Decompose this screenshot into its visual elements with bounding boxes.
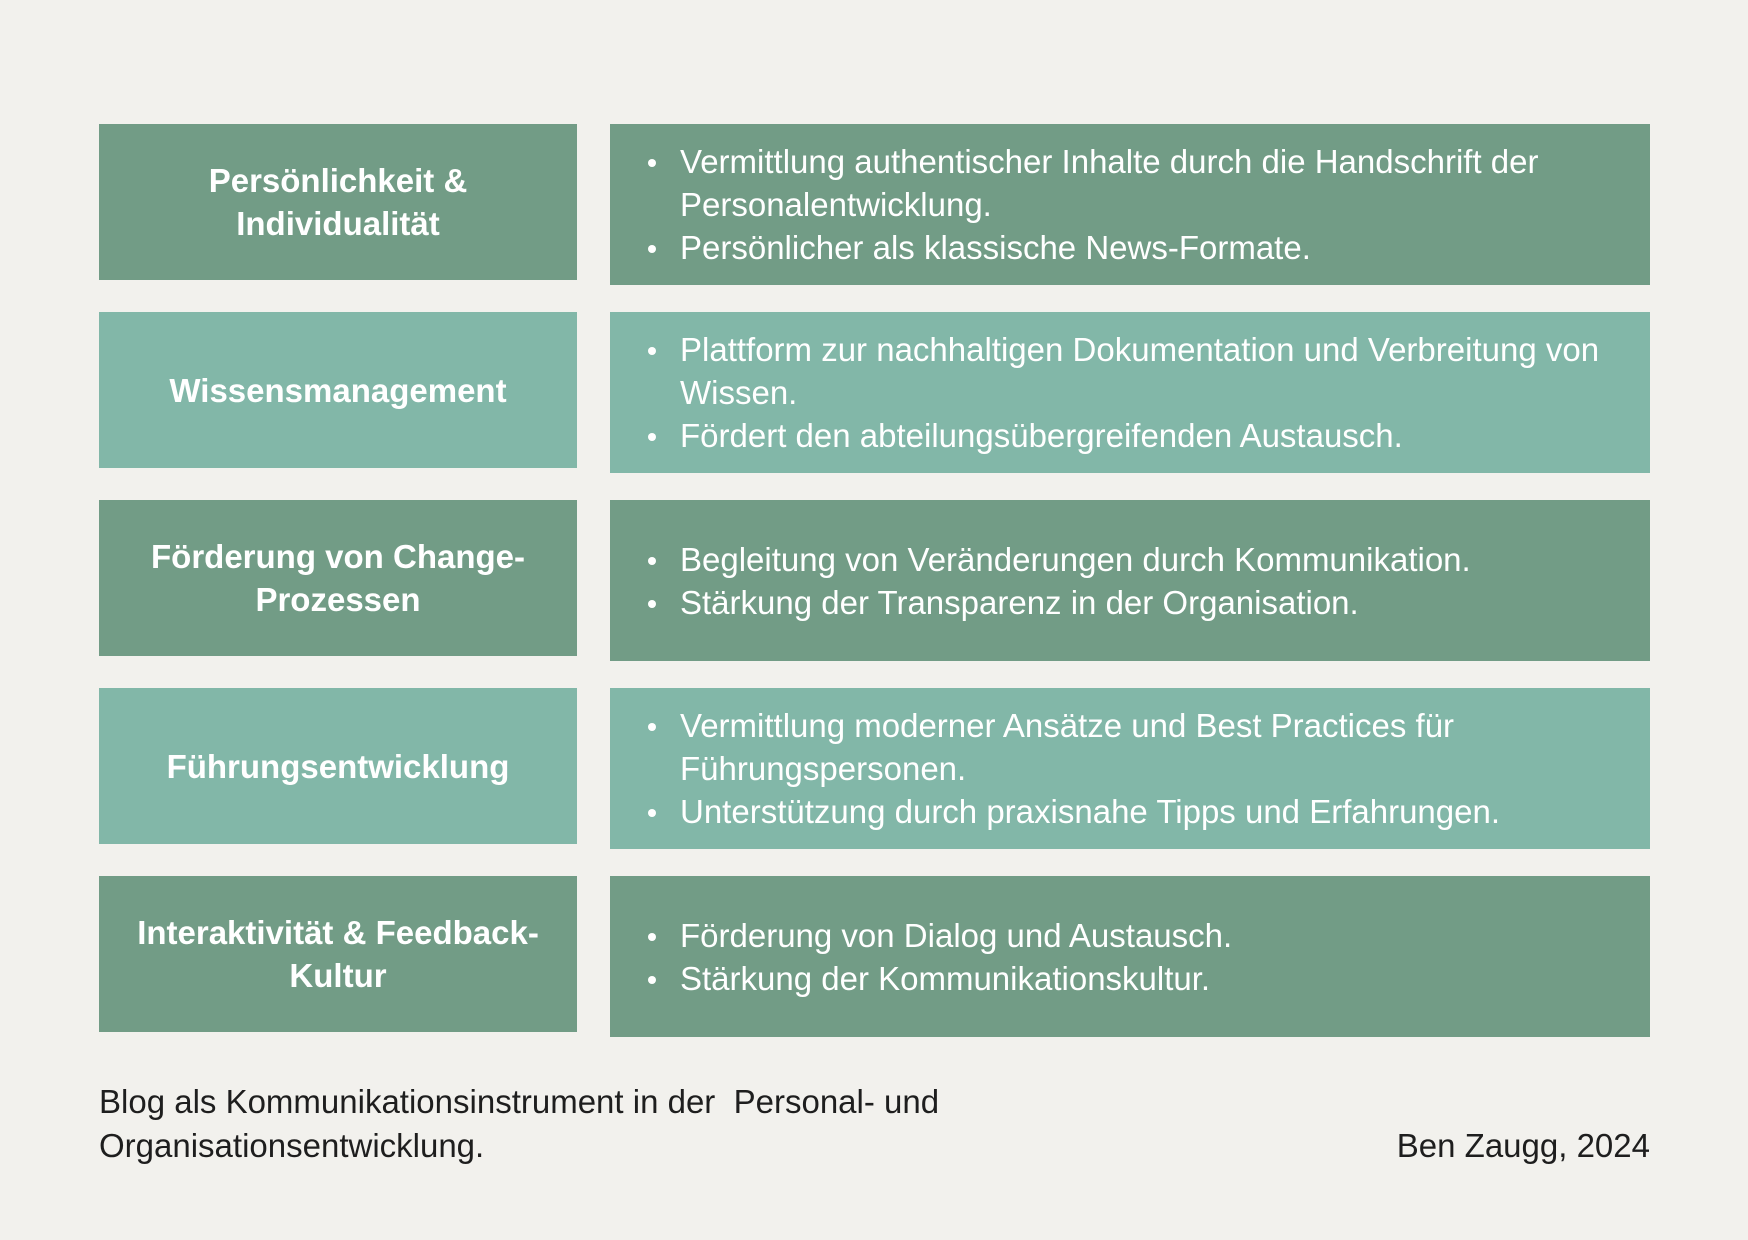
bullet-item: Vermittlung moderner Ansätze und Best Pr… [638, 704, 1638, 790]
row-description: Vermittlung moderner Ansätze und Best Pr… [610, 688, 1650, 849]
table-row: Führungsentwicklung Vermittlung moderner… [99, 688, 1650, 849]
bullet-item: Unterstützung durch praxisnahe Tipps und… [638, 790, 1638, 833]
bullet-item: Begleitung von Veränderungen durch Kommu… [638, 538, 1471, 581]
bullet-item: Fördert den abteilungsübergreifenden Aus… [638, 414, 1638, 457]
row-description: Förderung von Dialog und Austausch. Stär… [610, 876, 1650, 1037]
caption-line: Organisationsentwicklung. [99, 1127, 485, 1164]
row-description: Plattform zur nachhaltigen Dokumentation… [610, 312, 1650, 473]
bullet-list: Vermittlung moderner Ansätze und Best Pr… [638, 704, 1638, 833]
row-label-leadership: Führungsentwicklung [99, 688, 577, 844]
bullet-item: Stärkung der Kommunikationskultur. [638, 957, 1232, 1000]
row-description: Vermittlung authentischer Inhalte durch … [610, 124, 1650, 285]
benefits-table: Persönlichkeit & Individualität Vermittl… [99, 124, 1650, 1037]
bullet-list: Plattform zur nachhaltigen Dokumentation… [638, 328, 1638, 457]
bullet-item: Plattform zur nachhaltigen Dokumentation… [638, 328, 1638, 414]
bullet-item: Stärkung der Transparenz in der Organisa… [638, 581, 1471, 624]
table-row: Interaktivität & Feedback-Kultur Förderu… [99, 876, 1650, 1037]
row-description: Begleitung von Veränderungen durch Kommu… [610, 500, 1650, 661]
caption-line: Blog als Kommunikationsinstrument in der… [99, 1083, 940, 1120]
row-label-feedback: Interaktivität & Feedback-Kultur [99, 876, 577, 1032]
footer-caption: Blog als Kommunikationsinstrument in der… [99, 1080, 1099, 1168]
bullet-item: Förderung von Dialog und Austausch. [638, 914, 1232, 957]
bullet-list: Förderung von Dialog und Austausch. Stär… [638, 914, 1232, 1000]
row-label-knowledge: Wissensmanagement [99, 312, 577, 468]
table-row: Wissensmanagement Plattform zur nachhalt… [99, 312, 1650, 473]
bullet-list: Begleitung von Veränderungen durch Kommu… [638, 538, 1471, 624]
bullet-item: Vermittlung authentischer Inhalte durch … [638, 140, 1638, 226]
author-credit: Ben Zaugg, 2024 [1396, 1127, 1650, 1164]
table-row: Persönlichkeit & Individualität Vermittl… [99, 124, 1650, 285]
bullet-item: Persönlicher als klassische News-Formate… [638, 226, 1638, 269]
row-label-change: Förderung von Change-Prozessen [99, 500, 577, 656]
row-label-personality: Persönlichkeit & Individualität [99, 124, 577, 280]
bullet-list: Vermittlung authentischer Inhalte durch … [638, 140, 1638, 269]
table-row: Förderung von Change-Prozessen Begleitun… [99, 500, 1650, 661]
